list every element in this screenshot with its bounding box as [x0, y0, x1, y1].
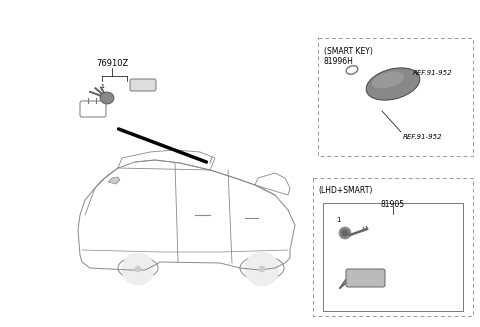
- Bar: [313, 178, 473, 316]
- Circle shape: [135, 266, 141, 272]
- Polygon shape: [108, 177, 120, 184]
- Text: REF.91-952: REF.91-952: [413, 70, 453, 76]
- Circle shape: [245, 252, 279, 286]
- Ellipse shape: [366, 68, 420, 100]
- Text: 81996H: 81996H: [324, 57, 354, 66]
- Text: 1: 1: [336, 217, 340, 223]
- Text: (SMART KEY): (SMART KEY): [324, 47, 373, 56]
- Text: 76910Z: 76910Z: [96, 59, 128, 68]
- Ellipse shape: [372, 72, 404, 88]
- Circle shape: [339, 227, 351, 239]
- Bar: [323, 203, 463, 311]
- Ellipse shape: [100, 92, 114, 104]
- Circle shape: [122, 253, 154, 285]
- FancyBboxPatch shape: [346, 269, 385, 287]
- Text: (LHD+SMART): (LHD+SMART): [318, 186, 372, 195]
- Text: 1: 1: [100, 84, 104, 90]
- Text: REF.91-952: REF.91-952: [403, 134, 443, 140]
- Circle shape: [259, 266, 265, 272]
- FancyBboxPatch shape: [130, 79, 156, 91]
- Text: 81905: 81905: [381, 200, 405, 209]
- Circle shape: [342, 230, 348, 236]
- Bar: [318, 38, 473, 156]
